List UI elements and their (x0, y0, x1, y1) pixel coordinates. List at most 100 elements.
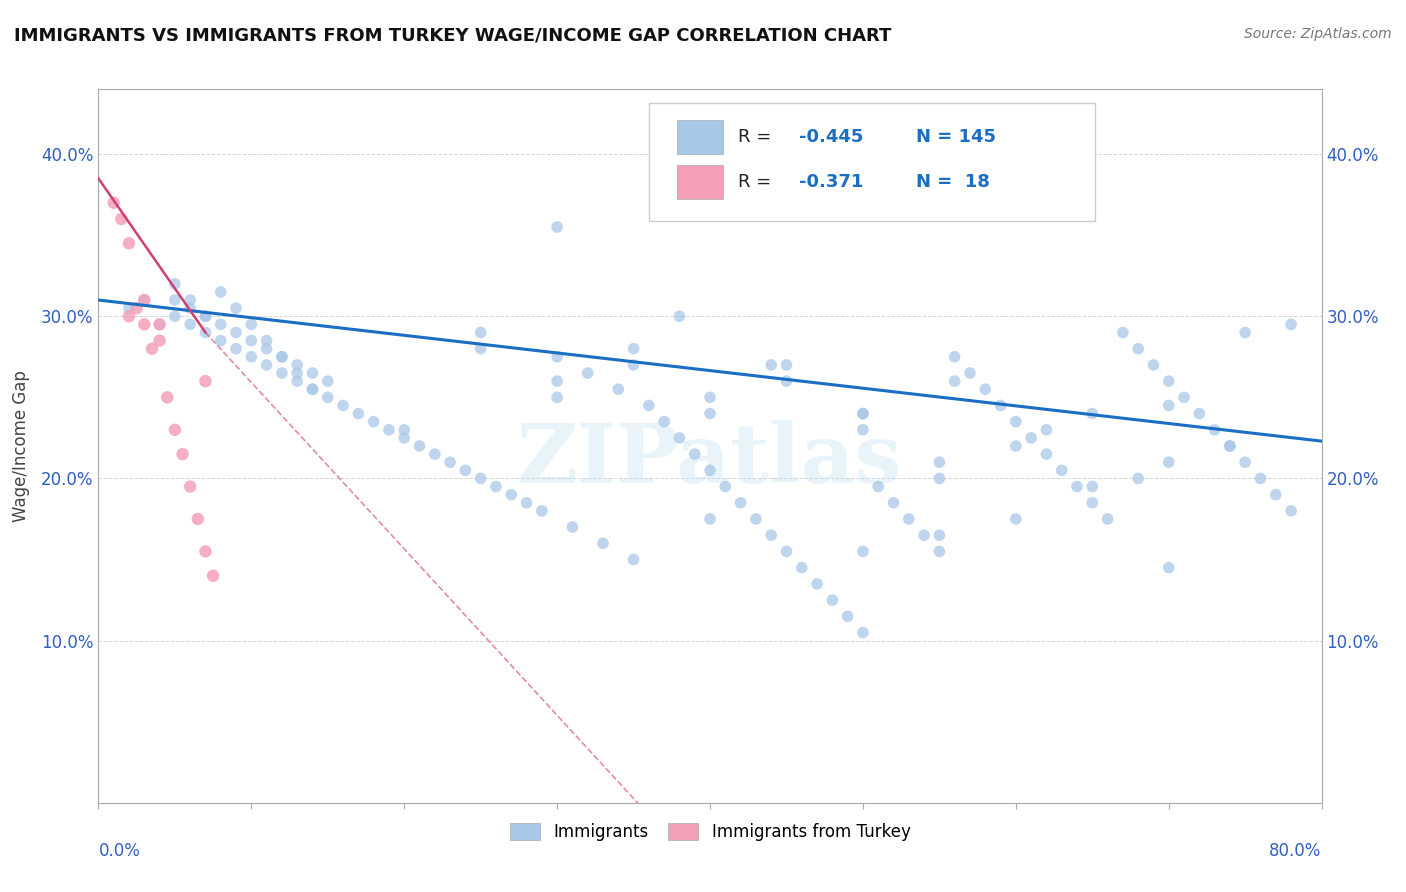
Point (1234, 326, 1257, 340)
Point (1019, 431, 1042, 445)
Point (134, 293, 156, 307)
Point (256, 358, 278, 372)
Point (470, 471, 492, 485)
Point (637, 399, 661, 413)
Point (187, 512, 209, 526)
Point (194, 310, 217, 324)
Point (837, 609, 859, 624)
Point (285, 374, 308, 388)
Point (209, 334, 232, 348)
Point (1234, 455, 1257, 469)
Point (852, 423, 875, 437)
Point (240, 350, 263, 364)
Point (270, 366, 292, 380)
Point (1035, 423, 1057, 437)
Point (714, 479, 737, 493)
Point (928, 471, 950, 485)
Point (928, 544, 950, 558)
Point (699, 407, 721, 421)
Point (202, 568, 225, 582)
Point (1157, 560, 1180, 574)
Point (607, 382, 630, 396)
Point (118, 301, 141, 315)
Point (1173, 390, 1195, 404)
Point (1081, 479, 1104, 493)
Point (790, 560, 813, 574)
Point (943, 374, 966, 388)
Point (668, 310, 690, 324)
Point (470, 326, 492, 340)
Point (592, 536, 614, 550)
Text: -0.445: -0.445 (800, 128, 863, 146)
Point (240, 318, 263, 332)
Point (209, 285, 232, 299)
Point (623, 358, 645, 372)
Point (730, 496, 752, 510)
Point (1188, 407, 1211, 421)
Point (745, 512, 768, 526)
Point (546, 220, 568, 235)
Point (943, 350, 966, 364)
Text: R =: R = (738, 128, 778, 146)
Point (546, 390, 568, 404)
Point (912, 528, 935, 542)
Point (125, 301, 148, 315)
Text: IMMIGRANTS VS IMMIGRANTS FROM TURKEY WAGE/INCOME GAP CORRELATION CHART: IMMIGRANTS VS IMMIGRANTS FROM TURKEY WAG… (14, 27, 891, 45)
Point (392, 423, 416, 437)
Point (1219, 439, 1241, 453)
Point (225, 301, 247, 315)
Point (156, 390, 179, 404)
Point (1157, 399, 1180, 413)
Point (1142, 358, 1164, 372)
Point (852, 407, 875, 421)
Point (928, 455, 950, 469)
Point (347, 407, 370, 421)
Point (194, 544, 217, 558)
Point (652, 415, 675, 429)
Point (1279, 504, 1302, 518)
Point (775, 374, 797, 388)
Point (1066, 479, 1088, 493)
Point (110, 211, 132, 226)
Point (852, 407, 875, 421)
Point (316, 390, 339, 404)
Point (141, 342, 163, 356)
Point (149, 318, 172, 332)
Point (423, 447, 446, 461)
Point (959, 366, 981, 380)
Point (530, 504, 553, 518)
Point (1128, 342, 1150, 356)
Point (485, 479, 508, 493)
Point (270, 350, 292, 364)
Point (1004, 415, 1026, 429)
Point (852, 625, 875, 640)
Point (668, 431, 690, 445)
Point (546, 350, 568, 364)
Point (256, 334, 278, 348)
Point (1081, 496, 1104, 510)
Point (408, 439, 430, 453)
Point (118, 310, 141, 324)
Point (546, 374, 568, 388)
Point (576, 366, 599, 380)
Point (883, 496, 905, 510)
Point (240, 334, 263, 348)
Point (759, 358, 782, 372)
Point (332, 399, 354, 413)
Point (1204, 423, 1226, 437)
Point (1249, 471, 1271, 485)
Point (1097, 512, 1119, 526)
Text: R =: R = (738, 173, 778, 191)
Point (134, 293, 156, 307)
Point (759, 528, 782, 542)
Y-axis label: Wage/Income Gap: Wage/Income Gap (11, 370, 30, 522)
Point (163, 310, 186, 324)
Point (699, 512, 721, 526)
Point (1035, 447, 1057, 461)
Point (225, 326, 247, 340)
Text: ZIPatlas: ZIPatlas (517, 420, 903, 500)
Text: Source: ZipAtlas.com: Source: ZipAtlas.com (1244, 27, 1392, 41)
Point (623, 342, 645, 356)
Point (1112, 326, 1135, 340)
Point (990, 399, 1012, 413)
